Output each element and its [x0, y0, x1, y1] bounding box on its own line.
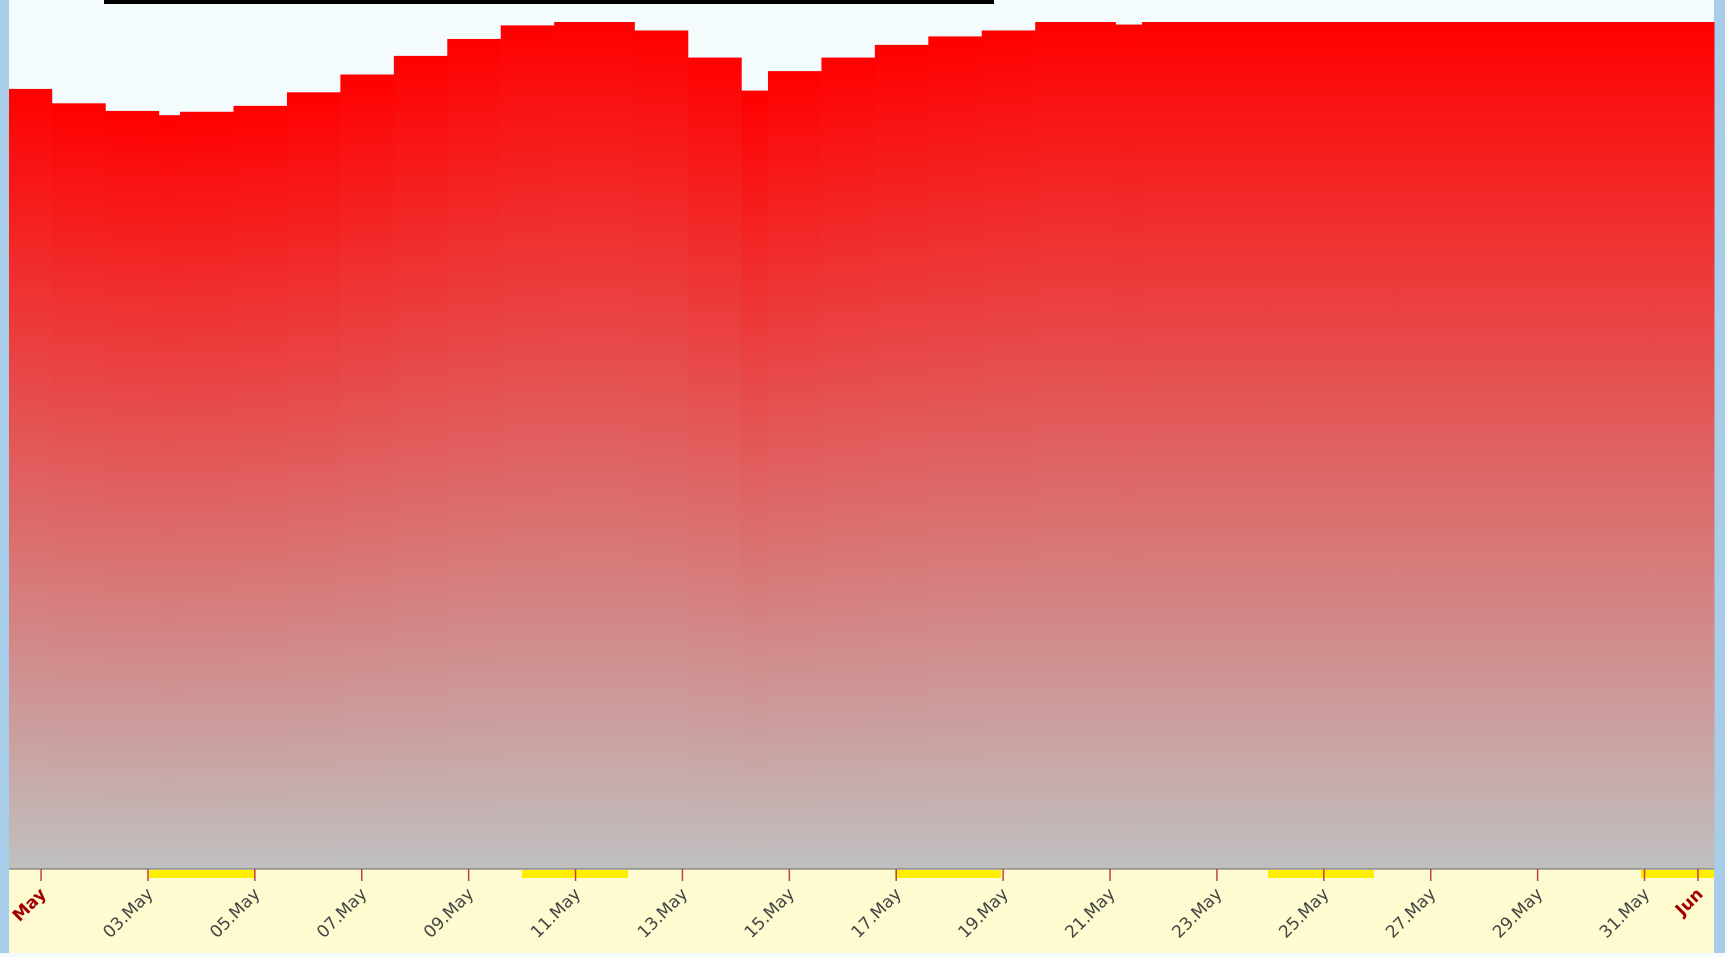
left-strip	[0, 0, 9, 953]
step-bar	[340, 74, 395, 870]
step-bar	[634, 30, 689, 870]
step-bar	[1142, 22, 1715, 869]
right-strip	[1714, 0, 1725, 953]
step-bar	[1115, 24, 1143, 869]
step-bar	[286, 92, 341, 869]
step-bar	[447, 38, 502, 869]
step-bar	[874, 44, 929, 869]
step-bar	[821, 57, 876, 870]
step-bar	[687, 57, 742, 870]
step-bar	[500, 25, 555, 869]
step-bar	[51, 103, 106, 869]
step-bar	[767, 71, 822, 870]
step-bar	[233, 105, 288, 869]
step-bar	[180, 111, 234, 870]
x-axis-band	[9, 869, 1714, 953]
step-bar	[981, 30, 1036, 870]
step-bar	[9, 88, 53, 869]
step-bar	[158, 115, 181, 870]
step-bar	[741, 90, 769, 870]
step-bar	[393, 55, 448, 869]
step-bar	[928, 36, 983, 870]
step-bar	[554, 22, 635, 869]
step-bar	[1035, 22, 1116, 869]
top-bar	[104, 0, 994, 4]
step-bar	[105, 110, 160, 869]
